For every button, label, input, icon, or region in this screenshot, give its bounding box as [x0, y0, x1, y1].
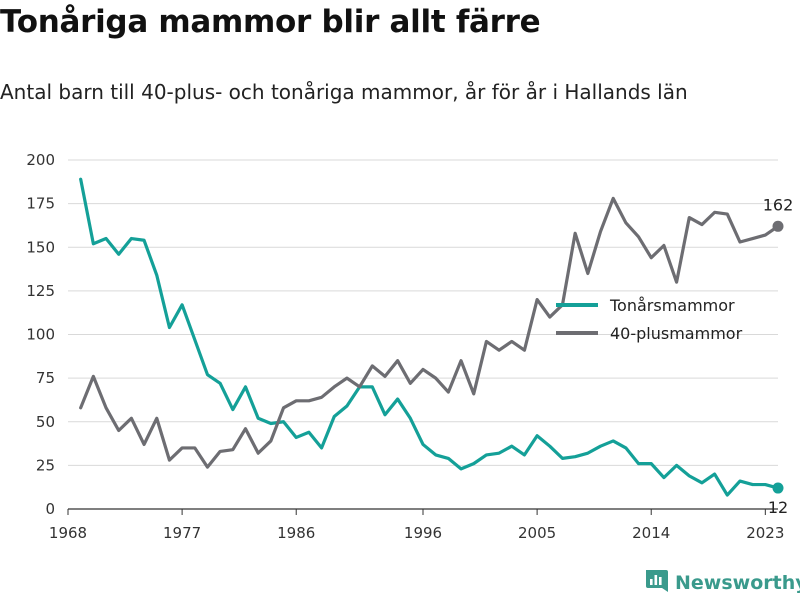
- y-tick-label: 200: [26, 151, 55, 169]
- end-value-label: 162: [763, 195, 794, 214]
- legend-label-40-plusmammor: 40-plusmammor: [610, 324, 743, 343]
- end-labels: 12 162: [763, 195, 794, 517]
- legend-label-tonarsmammor: Tonårsmammor: [609, 296, 735, 315]
- x-tick-label: 1977: [163, 524, 201, 542]
- newsworthy-brand: Newsworthy: [643, 568, 800, 598]
- x-tick-label: 2014: [632, 524, 670, 542]
- end-value-label: 12: [768, 498, 788, 517]
- newsworthy-logo-icon: [643, 568, 669, 598]
- x-tick-label: 1968: [49, 524, 87, 542]
- x-tick-label: 1996: [404, 524, 442, 542]
- newsworthy-name: Newsworthy: [675, 572, 800, 594]
- end-point-marker: [772, 220, 784, 232]
- y-tick-label: 150: [26, 238, 55, 256]
- grid-lines: [68, 159, 778, 466]
- y-tick-label: 175: [26, 195, 55, 213]
- y-tick-label: 100: [26, 326, 55, 344]
- x-axis: 1968 1977 1986 1996 2005 2014 2023: [49, 508, 784, 542]
- y-tick-label: 50: [36, 413, 55, 431]
- y-tick-label: 0: [45, 500, 55, 518]
- chart-title: Tonåriga mammor blir allt färre: [0, 4, 541, 40]
- x-tick-label: 1986: [277, 524, 315, 542]
- y-axis-ticks: 0 25 50 75 100 125 150 175 200: [26, 151, 55, 518]
- series-line-tonarsmammor: [79, 177, 780, 497]
- chart-subtitle: Antal barn till 40-plus- och tonåriga ma…: [0, 80, 688, 104]
- x-tick-label: 2023: [746, 524, 784, 542]
- legend: Tonårsmammor 40-plusmammor: [556, 296, 743, 343]
- y-tick-label: 75: [36, 369, 55, 387]
- end-point-marker: [772, 482, 784, 494]
- series-line-40-plusmammor: [79, 196, 780, 469]
- y-tick-label: 125: [26, 282, 55, 300]
- x-tick-label: 2005: [518, 524, 556, 542]
- series-lines: [79, 177, 784, 497]
- y-tick-label: 25: [36, 456, 55, 474]
